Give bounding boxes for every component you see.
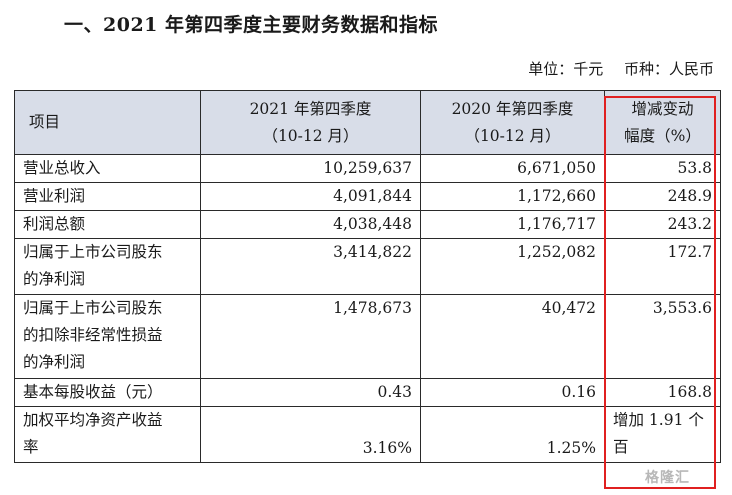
header-2020-q4: 2020 年第四季度 （10-12 月）: [420, 90, 605, 155]
header-line: 幅度（%）: [624, 126, 701, 145]
change-line: 增加 1.91 个: [613, 411, 704, 429]
value-2020-q4: 6,671,050: [420, 154, 605, 183]
header-line: 增减变动: [631, 99, 694, 118]
change-line: 53.8: [677, 159, 712, 177]
value-change-rate: 248.9: [604, 182, 721, 211]
value-change-rate: 168.8: [604, 378, 721, 407]
table-row: 归属于上市公司股东 的扣除非经常性损益 的净利润 1,478,673 40,472 3,5…: [14, 294, 721, 379]
header-line: （10-12 月）: [464, 126, 561, 145]
value-2021-q4: 3,414,822: [200, 238, 421, 295]
header-line: 项目: [29, 113, 61, 131]
change-line: 172.7: [667, 243, 712, 261]
value-2020-q4: 1,176,717: [420, 210, 605, 239]
row-label-line: 的净利润: [23, 353, 86, 371]
section-title: 一、2021 年第四季度主要财务数据和指标: [64, 14, 438, 36]
value-2021-q4: 10,259,637: [200, 154, 421, 183]
value-2020-q4: 40,472: [420, 294, 605, 379]
value-2021-q4: 3.16%: [200, 406, 421, 463]
table-row: 基本每股收益（元） 0.43 0.16 168.8: [14, 378, 721, 407]
change-line: 168.8: [667, 383, 712, 401]
table-row: 归属于上市公司股东 的净利润 3,414,822 1,252,082 172.7: [14, 238, 721, 295]
change-line: 3,553.6: [652, 299, 712, 317]
row-label: 基本每股收益（元）: [14, 378, 201, 407]
table-row: 营业利润 4,091,844 1,172,660 248.9: [14, 182, 721, 211]
value-2020-q4: 0.16: [420, 378, 605, 407]
row-label-line: 营业总收入: [23, 159, 101, 177]
header-2021-q4: 2021 年第四季度 （10-12 月）: [200, 90, 421, 155]
value-change-rate: 增加 1.91 个百: [604, 406, 721, 463]
row-label-line: 归属于上市公司股东: [23, 243, 163, 261]
value-change-rate: 172.7: [604, 238, 721, 295]
change-line: 百: [613, 438, 629, 456]
table-row: 利润总额 4,038,448 1,176,717 243.2: [14, 210, 721, 239]
value-2020-q4: 1,172,660: [420, 182, 605, 211]
row-label: 归属于上市公司股东 的扣除非经常性损益 的净利润: [14, 294, 201, 379]
row-label-line: 营业利润: [23, 187, 86, 205]
header-item: 项目: [14, 90, 201, 155]
unit-line: 单位：千元 币种：人民币: [528, 58, 714, 79]
row-label-line: 加权平均净资产收益: [23, 411, 163, 429]
value-2021-q4: 4,038,448: [200, 210, 421, 239]
table-header-row: 项目 2021 年第四季度 （10-12 月） 2020 年第四季度 （10-1…: [14, 90, 721, 155]
change-line: 243.2: [667, 215, 712, 233]
row-label-line: 率: [23, 438, 39, 456]
change-line: 248.9: [667, 187, 712, 205]
unit-label: 单位：千元: [528, 60, 604, 78]
header-line: （10-12 月）: [262, 126, 359, 145]
header-line: 2020 年第四季度: [451, 99, 574, 118]
value-2020-q4: 1.25%: [420, 406, 605, 463]
value-change-rate: 243.2: [604, 210, 721, 239]
table-row: 营业总收入 10,259,637 6,671,050 53.8: [14, 154, 721, 183]
financial-data-table: 项目 2021 年第四季度 （10-12 月） 2020 年第四季度 （10-1…: [14, 90, 721, 463]
row-label: 营业利润: [14, 182, 201, 211]
row-label-line: 基本每股收益（元）: [23, 383, 163, 401]
row-label-line: 的扣除非经常性损益: [23, 326, 163, 344]
row-label-line: 利润总额: [23, 215, 86, 233]
value-2020-q4: 1,252,082: [420, 238, 605, 295]
row-label-line: 的净利润: [23, 270, 86, 288]
row-label: 归属于上市公司股东 的净利润: [14, 238, 201, 295]
watermark-logo: 格隆汇: [645, 470, 690, 486]
row-label: 营业总收入: [14, 154, 201, 183]
value-2021-q4: 1,478,673: [200, 294, 421, 379]
header-line: 2021 年第四季度: [249, 99, 372, 118]
row-label: 利润总额: [14, 210, 201, 239]
row-label-line: 归属于上市公司股东: [23, 299, 163, 317]
value-change-rate: 53.8: [604, 154, 721, 183]
row-label: 加权平均净资产收益率: [14, 406, 201, 463]
value-2021-q4: 4,091,844: [200, 182, 421, 211]
currency-label: 币种：人民币: [623, 60, 714, 78]
value-2021-q4: 0.43: [200, 378, 421, 407]
value-change-rate: 3,553.6: [604, 294, 721, 379]
table-row: 加权平均净资产收益率 3.16% 1.25% 增加 1.91 个百: [14, 406, 721, 463]
header-change-rate: 增减变动 幅度（%）: [604, 90, 721, 155]
